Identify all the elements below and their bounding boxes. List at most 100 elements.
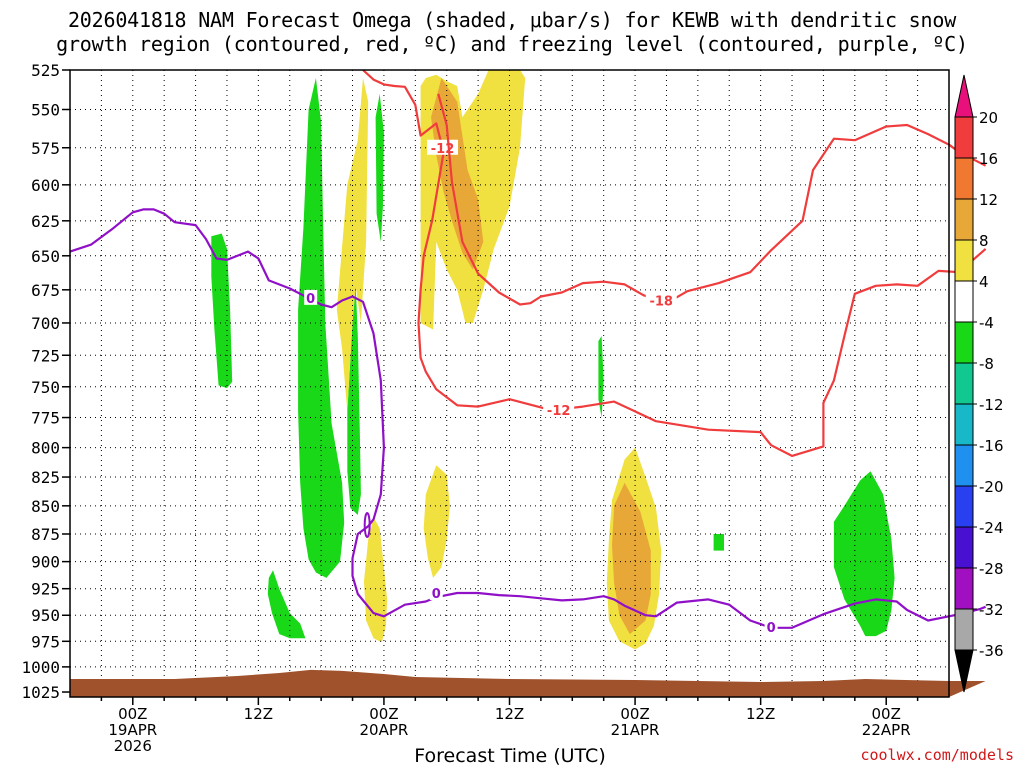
xtick-label: 12Z <box>495 705 524 723</box>
colorbar-swatch-4 <box>954 280 974 323</box>
colorbar-swatch-10 <box>954 526 974 569</box>
colorbar: 20 16 12 8 4 -4 -8 -12 -16 -20 -24 -28 -32 -36 <box>954 74 1004 693</box>
colorbar-label: 16 <box>979 150 998 168</box>
colorbar-label: -8 <box>979 355 994 373</box>
colorbar-label: -36 <box>979 642 1004 660</box>
omega-region-3 <box>375 93 384 242</box>
colorbar-top-arrow <box>954 74 974 118</box>
contour-label-bg <box>304 289 318 305</box>
omega-region-4 <box>267 570 306 639</box>
ground-terrain <box>70 669 986 697</box>
ytick-label-625: 625 <box>31 212 60 231</box>
colorbar-swatch-7 <box>954 403 974 446</box>
xtick-date: 21APR <box>611 721 660 739</box>
colorbar-swatch-6 <box>954 362 974 405</box>
contour-line-0 <box>69 208 987 629</box>
colorbar-swatch-5 <box>954 321 974 364</box>
ytick-label-650: 650 <box>31 247 60 266</box>
omega-region-9 <box>364 517 388 643</box>
colorbar-swatch-11 <box>954 567 974 610</box>
xtick-date: 19APR <box>108 721 157 739</box>
contour-label-bg <box>645 292 677 308</box>
omega-region-1 <box>298 78 345 578</box>
colorbar-swatch-0 <box>954 116 974 159</box>
contour-label-bg <box>429 584 443 600</box>
omega-region-8 <box>336 78 369 412</box>
colorbar-label: -12 <box>979 396 1004 414</box>
ytick-label-675: 675 <box>31 281 60 300</box>
source-credit[interactable]: coolwx.com/models <box>860 746 1014 764</box>
xtick-label: 12Z <box>244 705 273 723</box>
contour-label-bg <box>427 139 459 155</box>
contour-line-2 <box>437 93 987 306</box>
ytick-label-525: 525 <box>31 61 60 80</box>
ytick-label-800: 800 <box>31 439 60 458</box>
colorbar-label: -16 <box>979 437 1004 455</box>
xtick-label: 00Z <box>620 705 649 723</box>
colorbar-swatch-12 <box>954 608 974 651</box>
xtick-label: 12Z <box>746 705 775 723</box>
contour-layer: 0 0 0 -12 -12 -18 <box>69 69 987 636</box>
colorbar-label: -32 <box>979 601 1004 619</box>
contour-label-bg <box>764 618 778 634</box>
omega-region-5 <box>598 336 604 418</box>
omega-region-0 <box>211 233 233 388</box>
contour-label: -12 <box>547 404 571 419</box>
xtick-date: 20APR <box>360 721 409 739</box>
colorbar-swatch-3 <box>954 239 974 282</box>
chart-title-line-1: 2026041818 NAM Forecast Omega (shaded, μ… <box>67 8 957 32</box>
contour-label: -12 <box>431 142 455 157</box>
ytick-label-550: 550 <box>31 101 60 120</box>
contour-label: 0 <box>432 587 441 602</box>
colorbar-bottom-arrow <box>954 649 974 693</box>
contour-label: 0 <box>306 292 315 307</box>
xtick-date: 22APR <box>862 721 911 739</box>
ytick-label-750: 750 <box>31 378 60 397</box>
ytick-label-1000: 1000 <box>21 658 60 677</box>
colorbar-swatch-8 <box>954 444 974 487</box>
omega-region-6 <box>713 534 724 551</box>
ytick-label-925: 925 <box>31 580 60 599</box>
omega-region-13 <box>431 78 484 270</box>
colorbar-label: 8 <box>979 232 989 250</box>
colorbar-swatch-1 <box>954 157 974 200</box>
omega-region-7 <box>833 471 895 637</box>
colorbar-label: -28 <box>979 560 1004 578</box>
ytick-label-900: 900 <box>31 553 60 572</box>
ytick-label-600: 600 <box>31 176 60 195</box>
xtick-year: 2026 <box>114 737 152 755</box>
colorbar-label: 20 <box>979 109 998 127</box>
colorbar-swatch-2 <box>954 198 974 241</box>
colorbar-label: 4 <box>979 273 989 291</box>
ytick-label-975: 975 <box>31 632 60 651</box>
ytick-label-700: 700 <box>31 314 60 333</box>
colorbar-label: -20 <box>979 478 1004 496</box>
xtick-label: 00Z <box>872 705 901 723</box>
y-axis: 525 550 575 600 625 650 675 700 725 750 775 800 825 8… <box>21 61 70 702</box>
colorbar-label: 12 <box>979 191 998 209</box>
ytick-label-725: 725 <box>31 346 60 365</box>
omega-region-2 <box>347 285 361 515</box>
xtick-label: 00Z <box>118 705 147 723</box>
xtick-label: 00Z <box>369 705 398 723</box>
freezing-level-closed-contour <box>363 512 371 539</box>
ytick-label-1025: 1025 <box>21 683 60 702</box>
ytick-label-850: 850 <box>31 497 60 516</box>
ground-layer <box>70 669 986 697</box>
omega-region-11 <box>423 465 450 578</box>
ytick-label-950: 950 <box>31 606 60 625</box>
colorbar-label: -4 <box>979 314 994 332</box>
colorbar-swatch-9 <box>954 485 974 528</box>
contour-label-bg <box>543 402 575 418</box>
x-axis-label: Forecast Time (UTC) <box>414 745 606 767</box>
colorbar-label: -24 <box>979 519 1004 537</box>
chart-title-line-2: growth region (contoured, red, ºC) and f… <box>56 32 968 56</box>
contour-label: -18 <box>649 295 673 310</box>
contour-label: 0 <box>767 621 776 636</box>
omega-region-14 <box>612 482 651 635</box>
ytick-label-875: 875 <box>31 525 60 544</box>
ytick-label-575: 575 <box>31 139 60 158</box>
ytick-label-825: 825 <box>31 468 60 487</box>
